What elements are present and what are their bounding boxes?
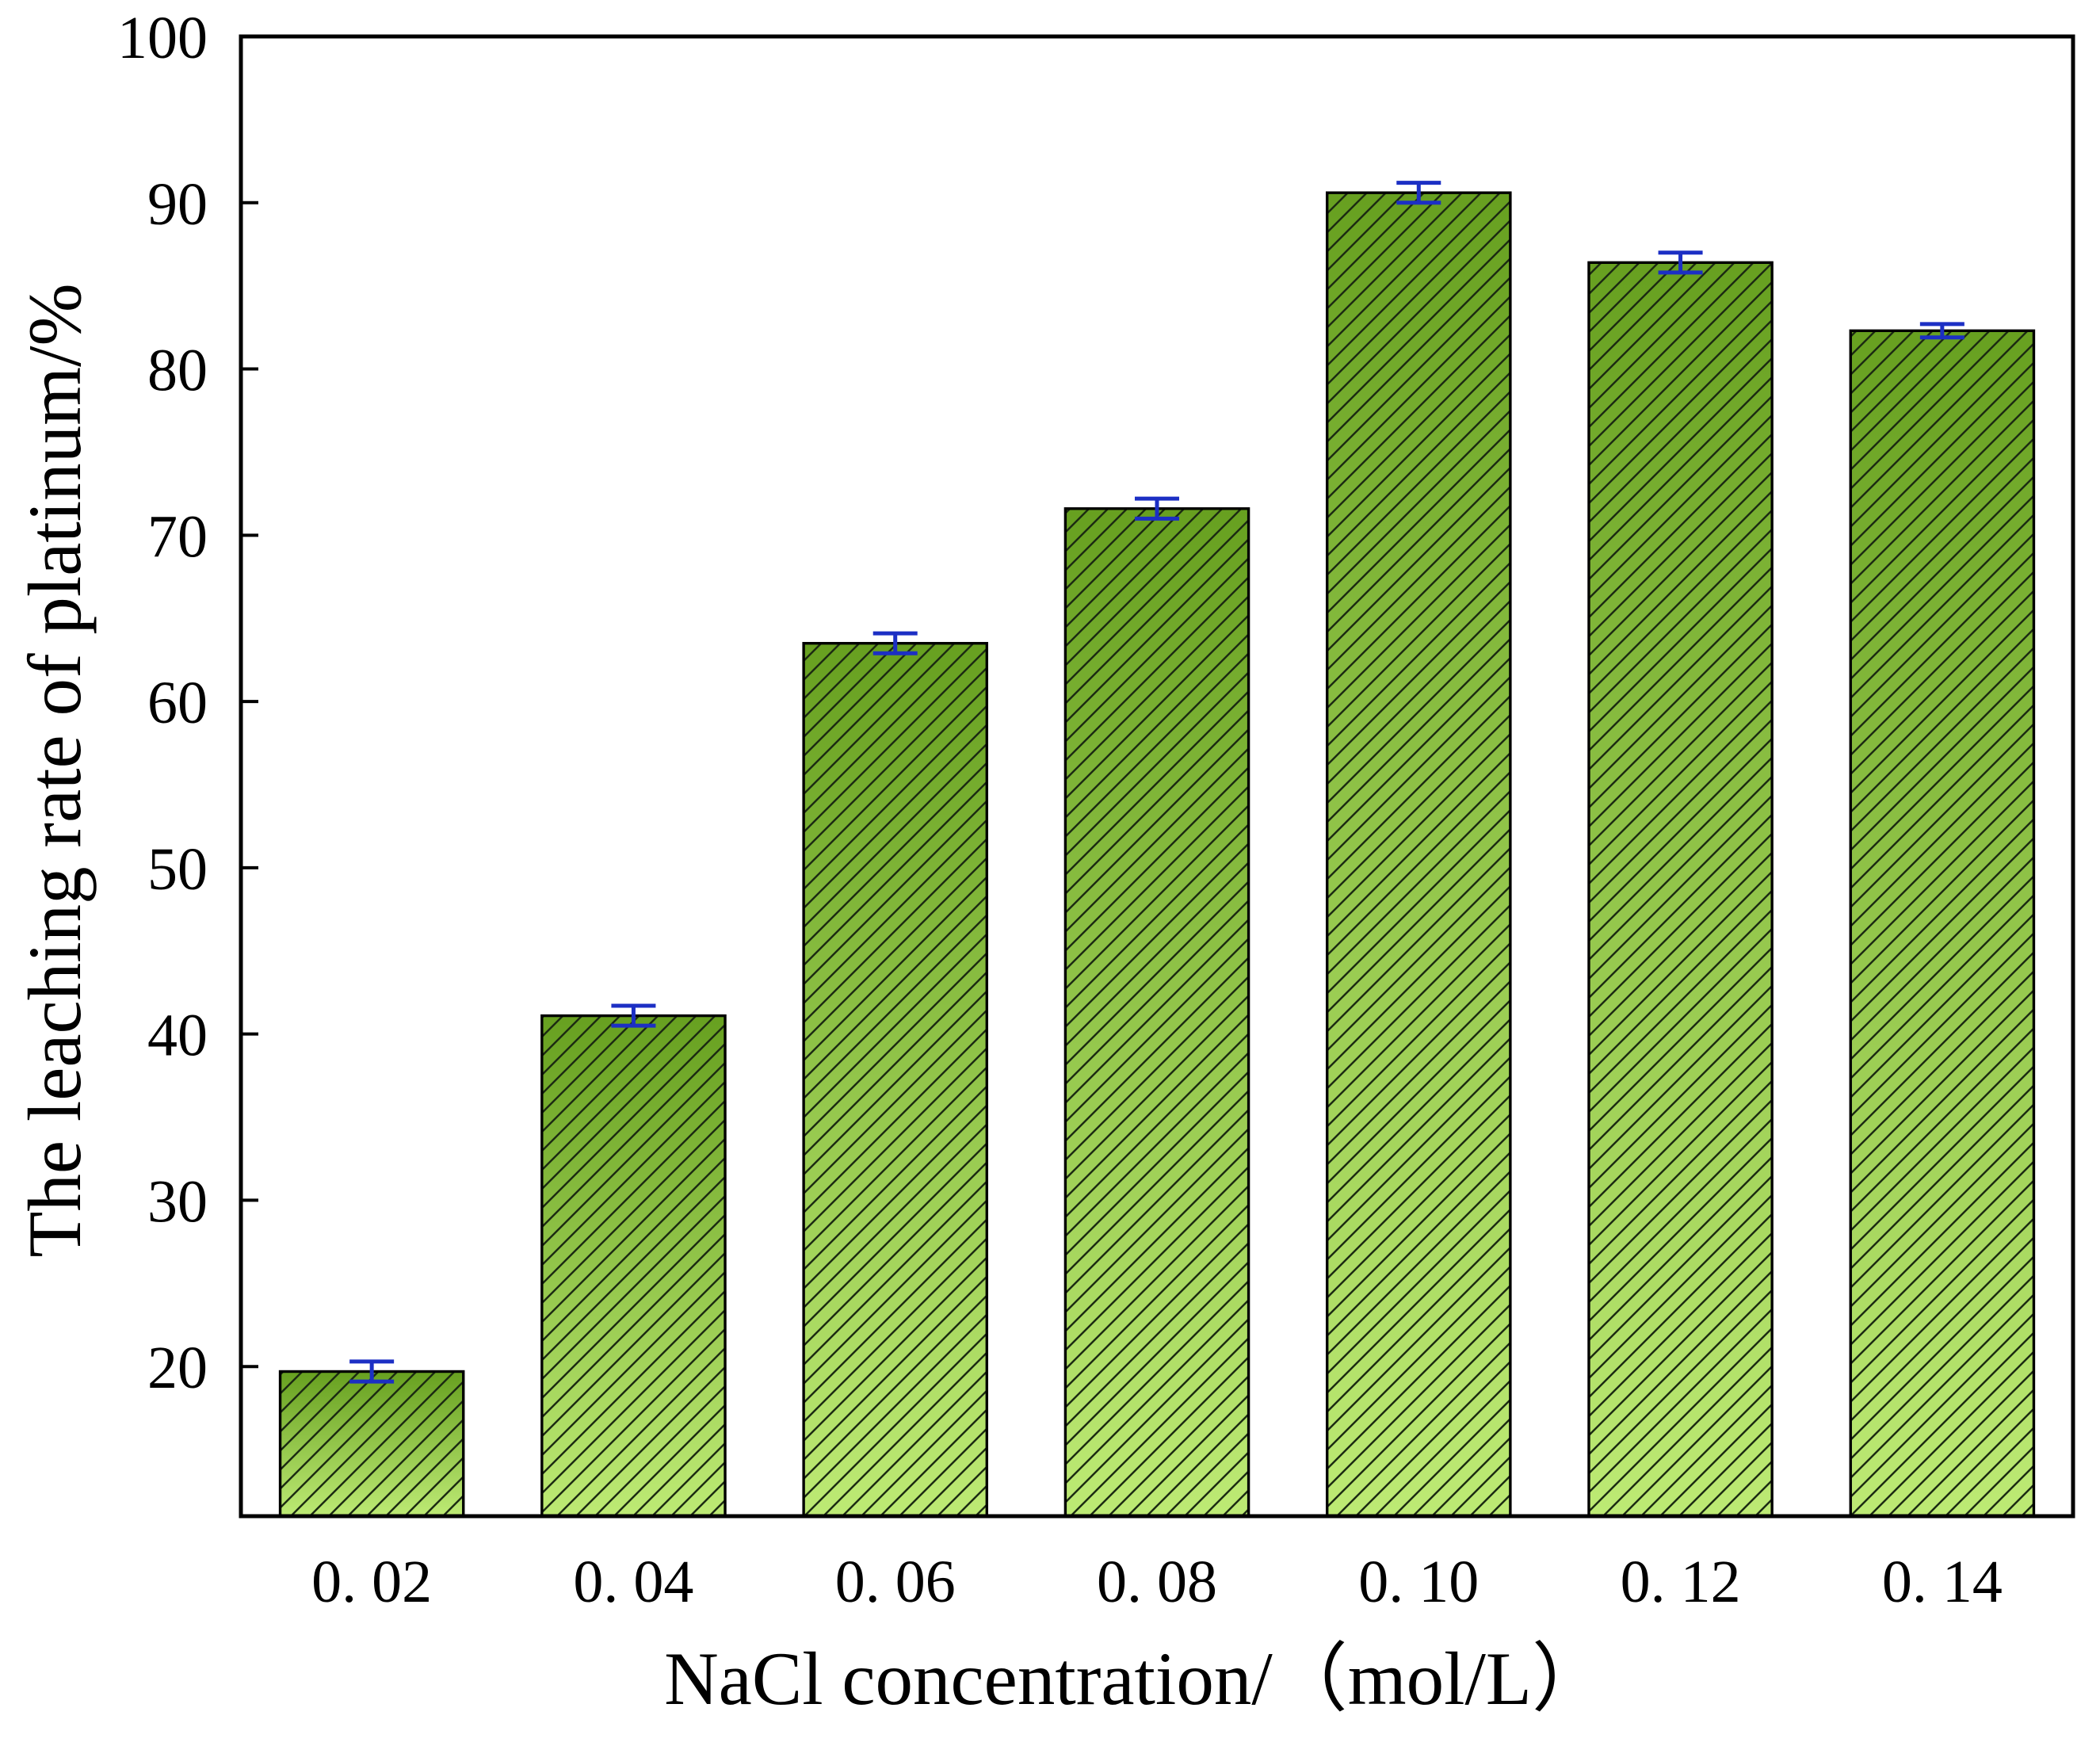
error-bar-7 <box>1919 322 1964 340</box>
error-bars-group <box>349 181 1964 1384</box>
y-tick-label: 100 <box>117 5 208 71</box>
x-tick-label: 0. 14 <box>1882 1549 2003 1615</box>
error-bar-6 <box>1658 250 1703 275</box>
error-bar-4 <box>1135 496 1179 521</box>
bar-hatch <box>278 1370 465 1518</box>
y-tick-label: 30 <box>147 1168 208 1235</box>
x-axis-ticks: 0. 02 0. 04 0. 06 0. 08 0. 10 0. 12 0. 14 <box>311 1549 2003 1615</box>
bar-hatch <box>540 1014 727 1518</box>
bar-hatch <box>1063 507 1250 1518</box>
y-tick-label: 90 <box>147 171 208 238</box>
bar-7 <box>1849 329 2036 1518</box>
y-tick-label: 20 <box>147 1335 208 1401</box>
y-axis-title: The leaching rate of platinum/% <box>13 283 97 1257</box>
y-tick-label: 50 <box>147 836 208 903</box>
bar-6 <box>1587 261 1774 1518</box>
bar-2 <box>540 1014 727 1518</box>
x-axis-title: NaCl concentration/（mol/L） <box>664 1637 1607 1721</box>
y-tick-label: 40 <box>147 1003 208 1069</box>
bar-hatch <box>1325 191 1512 1518</box>
bar-5 <box>1325 191 1512 1518</box>
bar-hatch <box>1587 261 1774 1518</box>
error-bar-5 <box>1396 181 1441 205</box>
bar-1 <box>278 1370 465 1518</box>
error-bar-1 <box>349 1359 395 1384</box>
y-tick-label: 60 <box>147 670 208 736</box>
x-tick-label: 0. 08 <box>1097 1549 1217 1615</box>
error-bar-3 <box>872 631 918 655</box>
bar-hatch <box>1849 329 2036 1518</box>
bars-group <box>278 191 2036 1518</box>
plot-frame <box>239 34 2075 1519</box>
bar-3 <box>802 641 989 1518</box>
x-tick-label: 0. 06 <box>835 1549 956 1615</box>
bar-4 <box>1063 507 1250 1518</box>
y-tick-label: 70 <box>147 503 208 570</box>
bar-hatch <box>802 641 989 1518</box>
y-tick-label: 80 <box>147 338 208 404</box>
x-tick-label: 0. 12 <box>1621 1549 1741 1615</box>
x-tick-label: 0. 02 <box>311 1549 432 1615</box>
x-tick-label: 0. 10 <box>1358 1549 1479 1615</box>
x-tick-label: 0. 04 <box>573 1549 693 1615</box>
error-bar-2 <box>611 1003 656 1028</box>
y-axis-ticks: 20 30 40 50 60 70 80 90 100 <box>117 5 258 1401</box>
